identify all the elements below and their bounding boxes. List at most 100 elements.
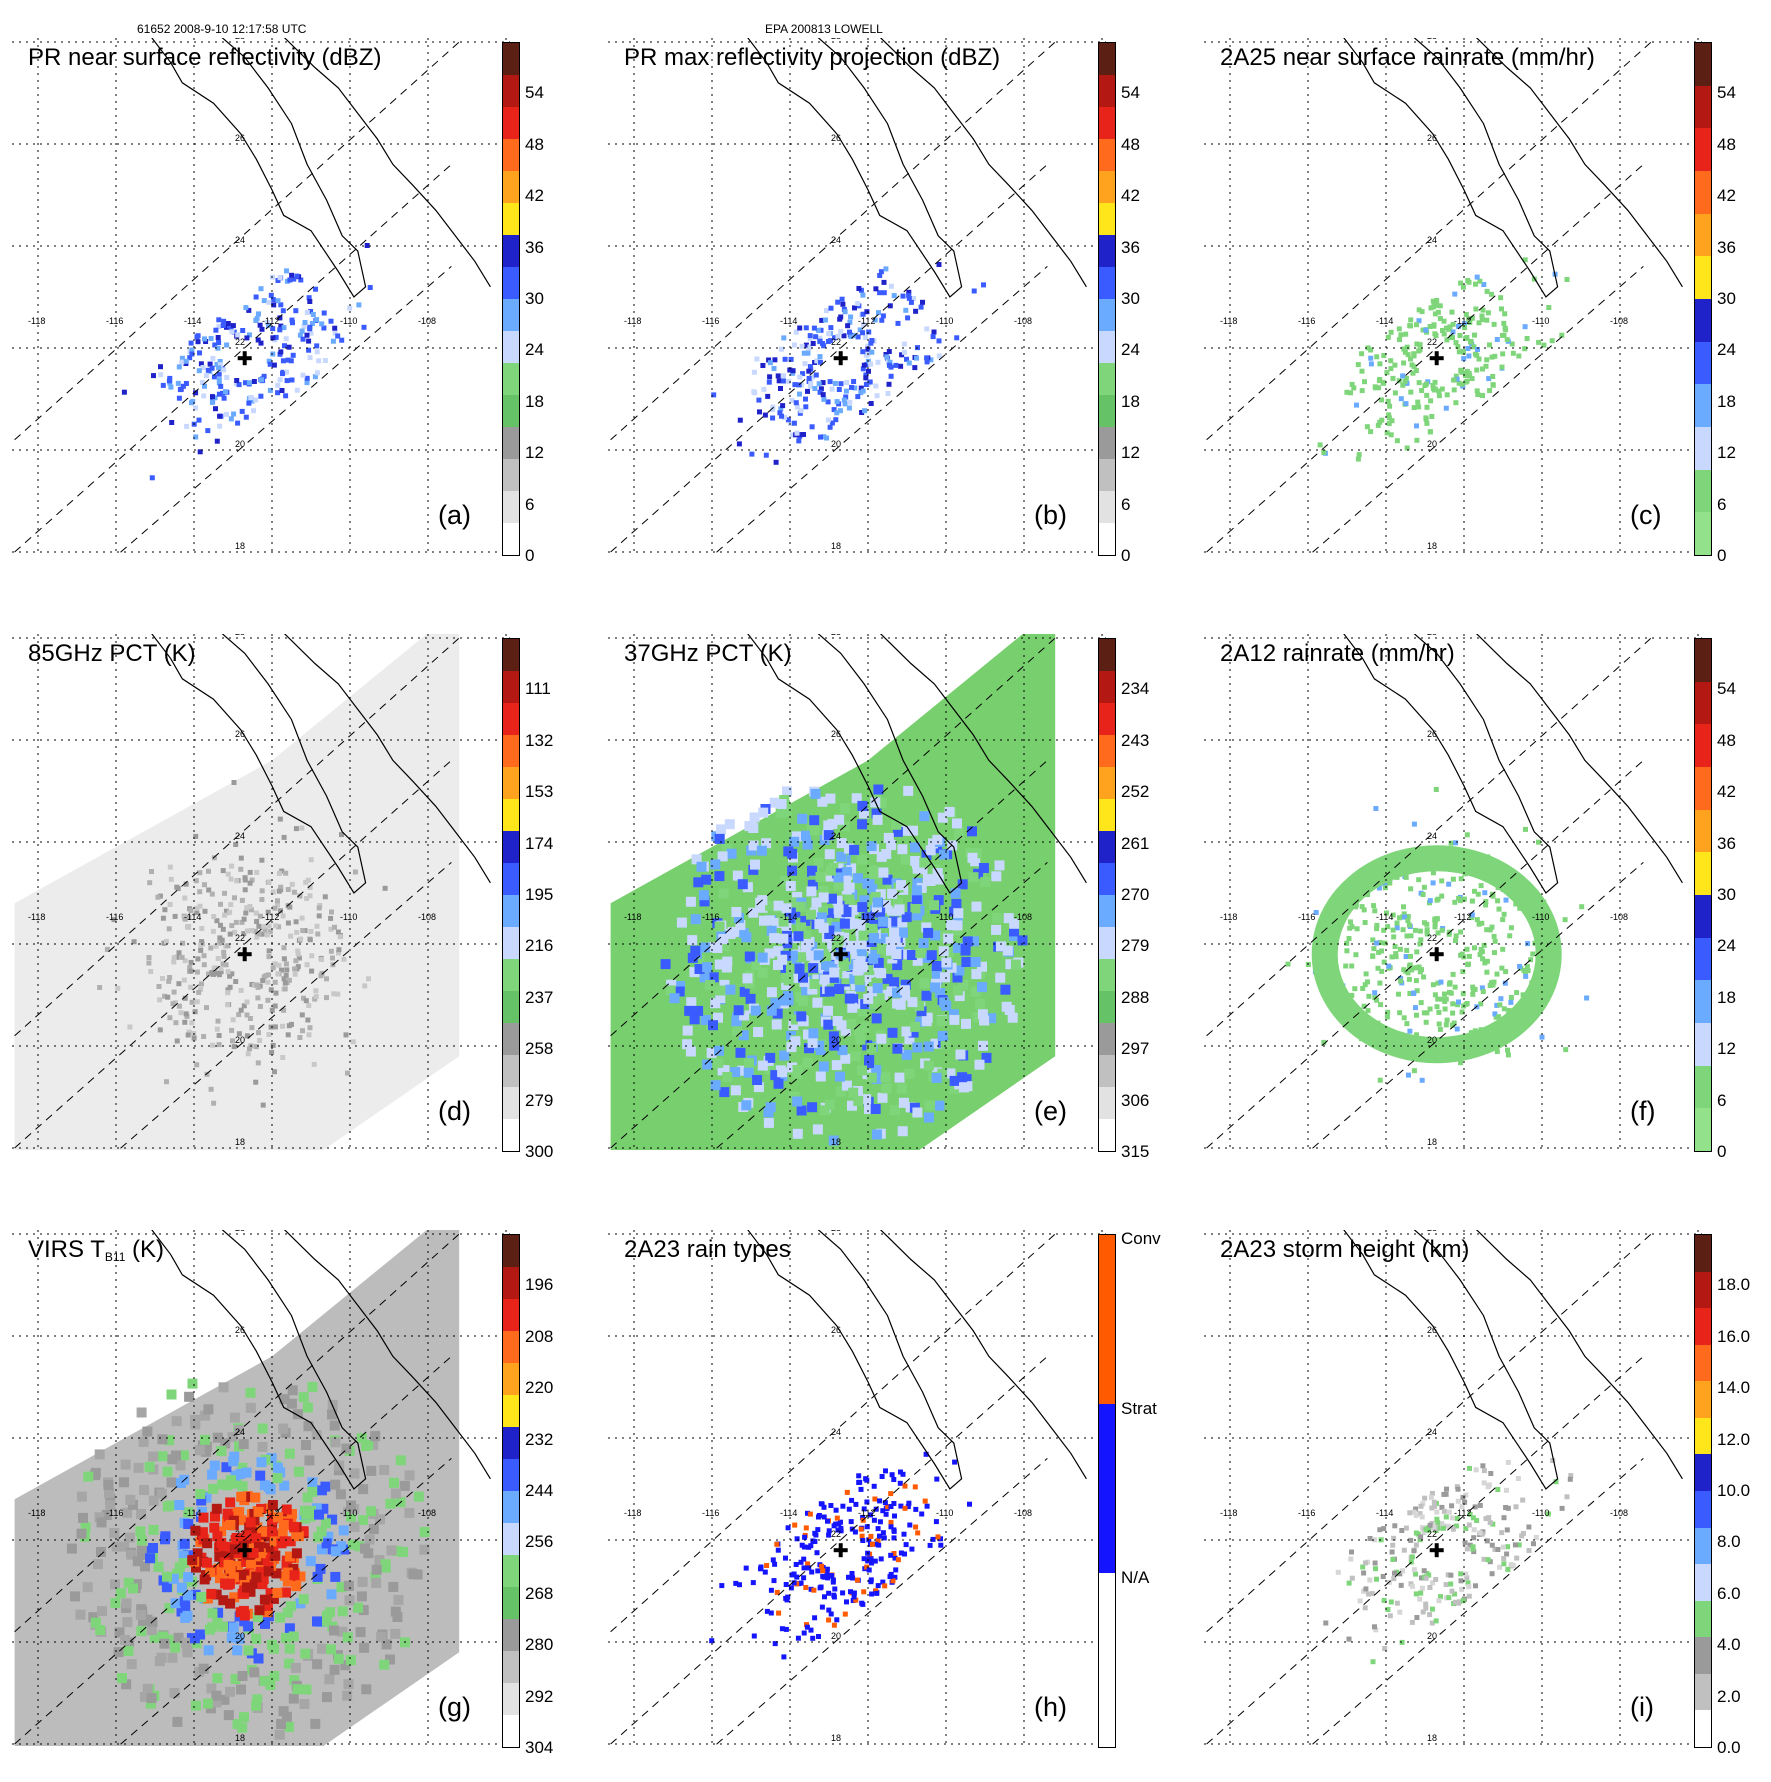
storm-center-marker: [1429, 1543, 1444, 1558]
colorbar-segment: [1099, 1119, 1115, 1151]
colorbar-segment: [1695, 341, 1711, 386]
colorbar-segment: [503, 1427, 519, 1461]
coastline: [1343, 38, 1683, 298]
panel-title: PR near surface reflectivity (dBZ): [28, 44, 382, 71]
lat-label: 18: [235, 541, 245, 551]
colorbar-ticks: Conv Strat N/A: [1121, 1229, 1181, 1748]
colorbar-tick-label: 270: [1121, 885, 1150, 904]
colorbar-segment: [1695, 1023, 1711, 1067]
colorbar-tick-label: 292: [525, 1686, 554, 1706]
lat-label: 18: [1427, 541, 1437, 551]
colorbar-segment: [503, 895, 519, 929]
lat-label: 18: [235, 1137, 245, 1147]
colorbar-segment: [503, 1363, 519, 1397]
colorbar-segment: [1099, 235, 1115, 269]
colorbar-segment: [503, 363, 519, 397]
lat-label: 28: [235, 634, 245, 637]
colorbar-segment: [1695, 85, 1711, 130]
colorbar-tick-label: 6: [1717, 1090, 1727, 1110]
colorbar-segment: [1695, 469, 1711, 514]
colorbar-segment: [503, 203, 519, 237]
panel-g: -118 -116 -114 -112 -110 -108 28 26 24 22 20 18 VIRS…: [0, 1192, 590, 1782]
colorbar-tick-label: 261: [1121, 833, 1150, 853]
colorbar-tick-label: 54: [1717, 679, 1736, 699]
colorbar-segment: [1099, 331, 1115, 365]
colorbar-tick-label: 16.0: [1717, 1326, 1751, 1346]
colorbar-tick-label: 153: [525, 782, 554, 802]
colorbar-segment: [503, 1055, 519, 1089]
colorbar-tick-label: 42: [525, 186, 544, 206]
graticule: [1204, 634, 1702, 1150]
colorbar-segment: [503, 491, 519, 525]
coordinate-labels: -118 -116 -114 -112 -110 -108 28 26 24 22 20 18: [28, 634, 436, 1147]
panel-title: 2A25 near surface rainrate (mm/hr): [1220, 44, 1595, 71]
colorbar-tick-label: 30: [525, 289, 544, 308]
lon-label: -118: [28, 912, 45, 922]
lon-label: -118: [1220, 316, 1237, 326]
coordinate-labels: -118 -116 -114 -112 -110 -108 28 26 24 22 20 18: [624, 38, 1032, 551]
colorbar-tick-label: 42: [1121, 186, 1140, 206]
lat-label: 20: [1427, 439, 1437, 449]
lat-label: 18: [831, 1733, 841, 1743]
lat-label: 18: [831, 541, 841, 551]
colorbar-segment: [1695, 171, 1711, 215]
panel-letter: (g): [438, 1692, 471, 1722]
colorbar-segment: [1099, 895, 1115, 929]
lat-label: 18: [1427, 1137, 1437, 1147]
colorbar-tick-label: 279: [525, 1090, 554, 1110]
colorbar-tick-label: 0: [525, 546, 535, 565]
colorbar-tick-label: 279: [1121, 936, 1150, 956]
map-area: -118 -116 -114 -112 -110 -108 28 26 24 22 20 18: [1204, 634, 1702, 1150]
graticule: [12, 1230, 510, 1746]
graticule: [1204, 1230, 1702, 1746]
panel-title: VIRS TB11 (K): [28, 1236, 164, 1264]
colorbar-segment: [1695, 937, 1711, 982]
colorbar-segment: [503, 459, 519, 493]
lon-label: -112: [262, 1508, 279, 1518]
lat-label: 24: [1427, 1427, 1437, 1437]
colorbar-tick-label: 12: [1717, 443, 1736, 463]
colorbar-segment: [1099, 927, 1115, 961]
colorbar-tick-label: 268: [525, 1583, 554, 1603]
colorbar-tick-label: 24: [1717, 936, 1736, 956]
storm-center-marker: [237, 1543, 252, 1558]
colorbar-tick-label: 48: [1121, 134, 1140, 154]
colorbar-segment: [1099, 1023, 1115, 1057]
colorbar-segment: [503, 671, 519, 705]
lat-label: 26: [831, 133, 841, 143]
panel-title: 2A23 rain types: [624, 1236, 791, 1263]
colorbar-segment: [1099, 43, 1115, 77]
lon-label: -116: [106, 316, 123, 326]
lon-label: -114: [1376, 912, 1393, 922]
colorbar-segment: [503, 1267, 519, 1301]
colorbar-segment: [1695, 1564, 1711, 1602]
panel-a: -118 -116 -114 -112 -110 -108 28 26 24 22 20 18 PR n…: [0, 0, 590, 590]
colorbar-tick-label: 237: [525, 987, 554, 1007]
precip-field: [709, 1451, 972, 1660]
lon-label: -116: [106, 912, 123, 922]
coordinate-labels: -118 -116 -114 -112 -110 -108 28 26 24 22 20 18: [624, 1230, 1032, 1743]
colorbar: [1694, 42, 1712, 556]
map-area: -118 -116 -114 -112 -110 -108 28 26 24 22 20 18: [1204, 1230, 1702, 1746]
lon-label: -112: [1454, 316, 1471, 326]
panel-title: 37GHz PCT (K): [624, 640, 792, 667]
panel-title: PR max reflectivity projection (dBZ): [624, 44, 1001, 71]
lon-label: -118: [1220, 912, 1237, 922]
lon-label: -108: [1610, 912, 1628, 922]
panel-b: -118 -116 -114 -112 -110 -108 28 26 24 22 20 18 PR m…: [596, 0, 1186, 590]
colorbar-tick-label: 30: [1717, 289, 1736, 308]
colorbar-segment: [1099, 139, 1115, 173]
lat-label: 24: [235, 831, 245, 841]
colorbar: [1098, 42, 1116, 556]
lon-label: -118: [624, 316, 641, 326]
panel-e: -118 -116 -114 -112 -110 -108 28 26 24 22 20 18 37GH…: [596, 596, 1186, 1186]
colorbar-segment: [1099, 1235, 1115, 1404]
coastline: [151, 38, 491, 298]
lat-label: 28: [1427, 634, 1437, 637]
precip-field: [14, 634, 460, 1150]
colorbar: [1694, 638, 1712, 1152]
colorbar-segment: [1099, 363, 1115, 397]
colorbar-segment: [1099, 1572, 1115, 1747]
colorbar-tick-label: 304: [525, 1738, 554, 1757]
colorbar-segment: [1695, 1454, 1711, 1493]
